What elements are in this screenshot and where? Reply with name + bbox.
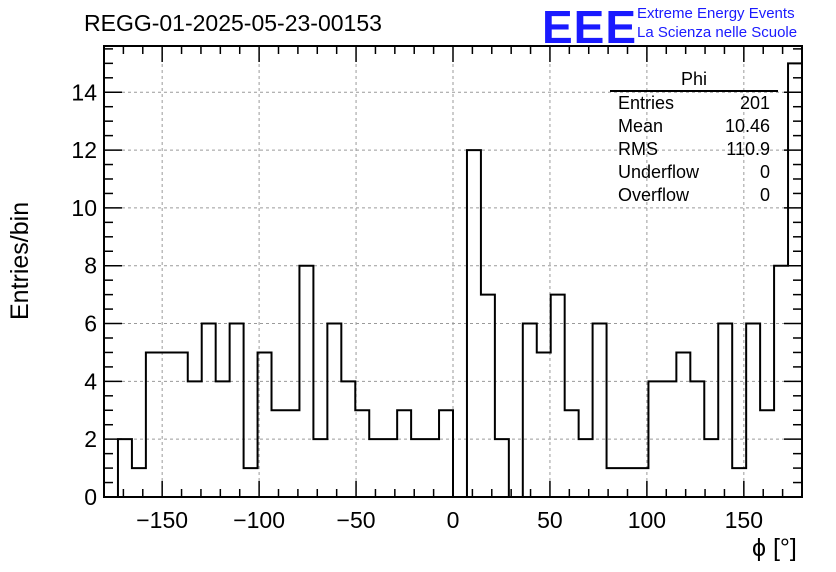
stats-value: 0 xyxy=(759,162,770,182)
y-tick-label: 12 xyxy=(71,137,97,163)
histogram-bin xyxy=(662,381,676,497)
x-tick-label: 150 xyxy=(725,507,763,533)
stats-label: Overflow xyxy=(618,185,690,205)
y-tick-label: 8 xyxy=(84,253,97,279)
stats-row: RMS 110.9 xyxy=(610,138,778,161)
eee-logo: EEE xyxy=(542,1,638,53)
histogram-bin xyxy=(439,410,453,497)
y-tick-label: 0 xyxy=(84,484,97,510)
histogram-bin xyxy=(593,324,607,497)
y-tick-label: 2 xyxy=(84,426,97,452)
stats-value: 110.9 xyxy=(726,139,770,159)
histogram-bin xyxy=(537,352,551,497)
histogram-bin xyxy=(258,352,272,497)
y-tick-label: 4 xyxy=(84,368,97,394)
histogram-bin xyxy=(523,324,537,497)
stats-label: Mean xyxy=(618,116,664,136)
histogram-bin xyxy=(481,295,495,497)
histogram-bin xyxy=(174,352,188,497)
stats-label: Underflow xyxy=(618,162,700,182)
histogram-bin xyxy=(272,410,286,497)
histogram-bin xyxy=(369,439,383,497)
stats-value: 0 xyxy=(759,185,770,205)
x-tick-label: 0 xyxy=(447,507,460,533)
histogram-bin xyxy=(676,352,690,497)
stats-label: Entries xyxy=(618,93,675,113)
histogram-bin xyxy=(565,410,579,497)
histogram-bin xyxy=(467,150,481,497)
x-axis-label: ϕ [°] xyxy=(752,534,797,562)
stats-row: Entries 201 xyxy=(610,92,778,115)
y-tick-label: 10 xyxy=(71,195,97,221)
histogram-bin xyxy=(244,468,258,497)
logo-line-1: Extreme Energy Events xyxy=(637,5,795,22)
histogram-bin xyxy=(746,324,760,497)
y-tick-label: 14 xyxy=(71,79,97,105)
stats-box: Phi Entries 201 Mean 10.46 RMS 110.9 Underf… xyxy=(610,68,778,207)
histogram-bin xyxy=(230,324,244,497)
stats-title: Phi xyxy=(610,68,778,92)
y-axis-label: Entries/bin xyxy=(6,201,34,320)
stats-row: Mean 10.46 xyxy=(610,115,778,138)
histogram-bin xyxy=(495,439,509,497)
histogram-bin xyxy=(202,324,216,497)
histogram-bin xyxy=(411,439,425,497)
histogram-bin xyxy=(146,352,160,497)
histogram-bin xyxy=(690,381,704,497)
x-tick-label: 100 xyxy=(628,507,666,533)
histogram-bin xyxy=(118,439,132,497)
histogram-bin xyxy=(648,381,662,497)
histogram-bin xyxy=(132,468,146,497)
histogram-bin xyxy=(760,410,774,497)
stats-row: Overflow 0 xyxy=(610,184,778,207)
histogram-bin xyxy=(383,439,397,497)
histogram-bin xyxy=(355,410,369,497)
histogram-bin xyxy=(299,266,313,497)
x-tick-label: −50 xyxy=(337,507,376,533)
histogram-bin xyxy=(704,439,718,497)
y-tick-label: 6 xyxy=(84,311,97,337)
stats-row: Underflow 0 xyxy=(610,161,778,184)
histogram-bin xyxy=(327,324,341,497)
histogram-bin xyxy=(160,352,174,497)
histogram-bin xyxy=(285,410,299,497)
histogram-bin xyxy=(579,439,593,497)
stats-label: RMS xyxy=(618,139,658,159)
histogram-bin xyxy=(216,381,230,497)
histogram-bin xyxy=(551,295,565,497)
histogram-bin xyxy=(397,410,411,497)
x-tick-label: −100 xyxy=(233,507,285,533)
histogram-bin xyxy=(425,439,439,497)
stats-value: 10.46 xyxy=(724,116,770,136)
histogram-bin xyxy=(313,439,327,497)
histogram-bin xyxy=(188,381,202,497)
logo-line-2: La Scienza nelle Scuole xyxy=(637,24,798,41)
x-tick-label: −150 xyxy=(136,507,188,533)
x-tick-label: 50 xyxy=(537,507,563,533)
chart-title: REGG-01-2025-05-23-00153 xyxy=(84,10,382,36)
stats-value: 201 xyxy=(739,93,770,113)
histogram-bin xyxy=(718,324,732,497)
histogram-bin xyxy=(341,381,355,497)
logo-text: Extreme Energy Events La Scienza nelle S… xyxy=(637,4,797,42)
